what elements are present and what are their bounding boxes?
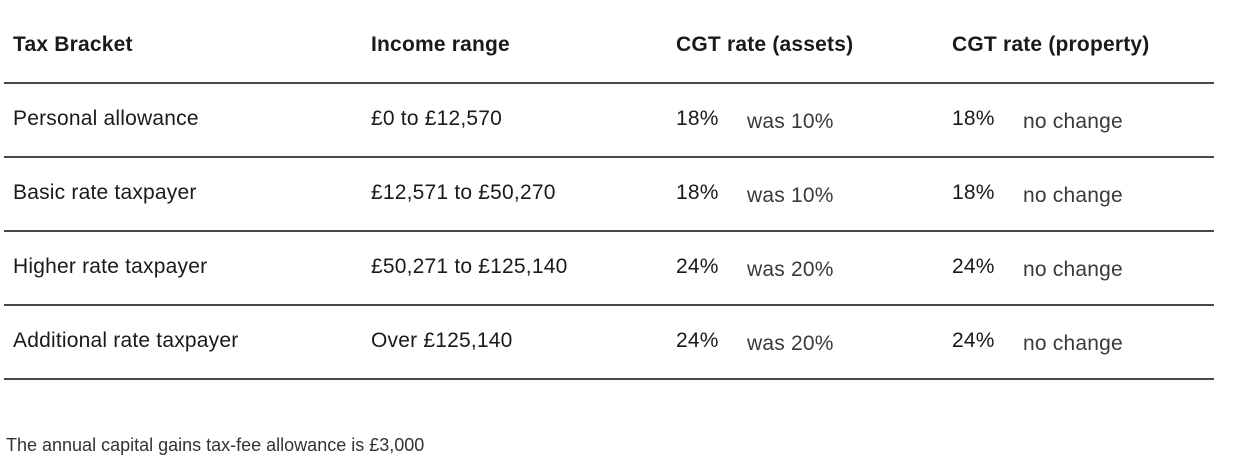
property-rate-cell: 18%: [952, 181, 995, 204]
assets-rate-cell: 18%: [676, 181, 719, 204]
table-row: Additional rate taxpayer Over £125,140 2…: [4, 306, 1214, 380]
table-row: Personal allowance £0 to £12,570 18% was…: [4, 84, 1214, 158]
assets-rate-note: was 10%: [747, 184, 834, 207]
property-rate-cell: 24%: [952, 329, 995, 352]
header-cgt-property: CGT rate (property): [952, 33, 1150, 56]
assets-rate-cell: 24%: [676, 255, 719, 278]
property-rate-note: no change: [1023, 184, 1123, 207]
table-header-row: Tax Bracket Income range CGT rate (asset…: [4, 0, 1214, 84]
property-rate-cell: 18%: [952, 107, 995, 130]
property-rate-note: no change: [1023, 110, 1123, 133]
income-range-cell: £50,271 to £125,140: [371, 255, 568, 278]
header-income-range: Income range: [371, 33, 510, 56]
assets-rate-cell: 18%: [676, 107, 719, 130]
header-cgt-assets: CGT rate (assets): [676, 33, 854, 56]
table-row: Basic rate taxpayer £12,571 to £50,270 1…: [4, 158, 1214, 232]
tax-bracket-cell: Basic rate taxpayer: [13, 181, 197, 204]
income-range-cell: Over £125,140: [371, 329, 513, 352]
tax-bracket-cell: Higher rate taxpayer: [13, 255, 208, 278]
allowance-footnote: The annual capital gains tax-fee allowan…: [6, 435, 425, 455]
income-range-cell: £0 to £12,570: [371, 107, 503, 130]
assets-rate-note: was 20%: [747, 258, 834, 281]
income-range-cell: £12,571 to £50,270: [371, 181, 556, 204]
cgt-rates-table: Tax Bracket Income range CGT rate (asset…: [4, 0, 1214, 380]
property-rate-note: no change: [1023, 332, 1123, 355]
assets-rate-note: was 20%: [747, 332, 834, 355]
property-rate-note: no change: [1023, 258, 1123, 281]
table-row: Higher rate taxpayer £50,271 to £125,140…: [4, 232, 1214, 306]
tax-bracket-cell: Personal allowance: [13, 107, 199, 130]
tax-bracket-cell: Additional rate taxpayer: [13, 329, 239, 352]
assets-rate-cell: 24%: [676, 329, 719, 352]
header-tax-bracket: Tax Bracket: [13, 33, 133, 56]
property-rate-cell: 24%: [952, 255, 995, 278]
assets-rate-note: was 10%: [747, 110, 834, 133]
